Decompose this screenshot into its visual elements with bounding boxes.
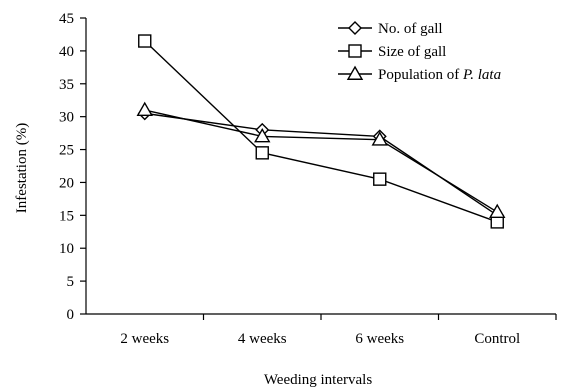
legend: No. of gall Size of gall Population of P. …: [338, 21, 501, 83]
x-tick-label: Control: [474, 331, 520, 347]
y-tick-label: 25: [59, 143, 74, 159]
x-tick-label: 2 weeks: [120, 331, 169, 347]
data-point-triangle: [371, 131, 388, 146]
legend-item: No. of gall: [338, 21, 443, 37]
series-2: [138, 34, 504, 229]
data-point-triangle: [489, 203, 506, 218]
y-tick-label: 5: [67, 274, 75, 290]
legend-marker-square: [348, 44, 362, 58]
y-tick-label: 30: [59, 110, 74, 126]
series-line: [144, 109, 498, 213]
data-point-square: [138, 34, 152, 48]
data-point-triangle: [136, 101, 153, 117]
y-axis-title: Infestation (%): [14, 123, 30, 213]
series-line: [144, 112, 498, 216]
y-tick-label: 40: [59, 44, 74, 60]
legend-item: Population of P. lata: [338, 65, 501, 83]
data-point-square: [373, 172, 387, 186]
x-axis-title: Weeding intervals: [264, 372, 373, 387]
y-tick-label: 35: [59, 77, 74, 93]
series-line: [144, 40, 498, 223]
legend-label: Population of P. lata: [378, 67, 501, 83]
x-tick-label: 6 weeks: [355, 331, 404, 347]
x-axis-ticks: 2 weeks 4 weeks 6 weeks Control: [120, 314, 557, 347]
legend-item: Size of gall: [338, 44, 446, 60]
legend-marker-diamond: [348, 21, 362, 35]
legend-label: Size of gall: [378, 44, 446, 60]
legend-label: No. of gall: [378, 21, 443, 37]
y-tick-label: 45: [59, 11, 74, 27]
series-group: [136, 34, 506, 229]
y-tick-label: 20: [59, 175, 74, 191]
y-tick-label: 0: [67, 307, 75, 323]
y-tick-label: 15: [59, 208, 74, 224]
data-point-triangle: [254, 127, 271, 143]
data-point-square: [255, 146, 269, 160]
y-tick-label: 10: [59, 241, 74, 257]
x-tick-label: 4 weeks: [238, 331, 287, 347]
y-axis-ticks: 0 5 10 15 20 25 30 35 40 45: [59, 11, 86, 323]
legend-marker-triangle: [346, 65, 364, 80]
series-3: [136, 101, 506, 218]
